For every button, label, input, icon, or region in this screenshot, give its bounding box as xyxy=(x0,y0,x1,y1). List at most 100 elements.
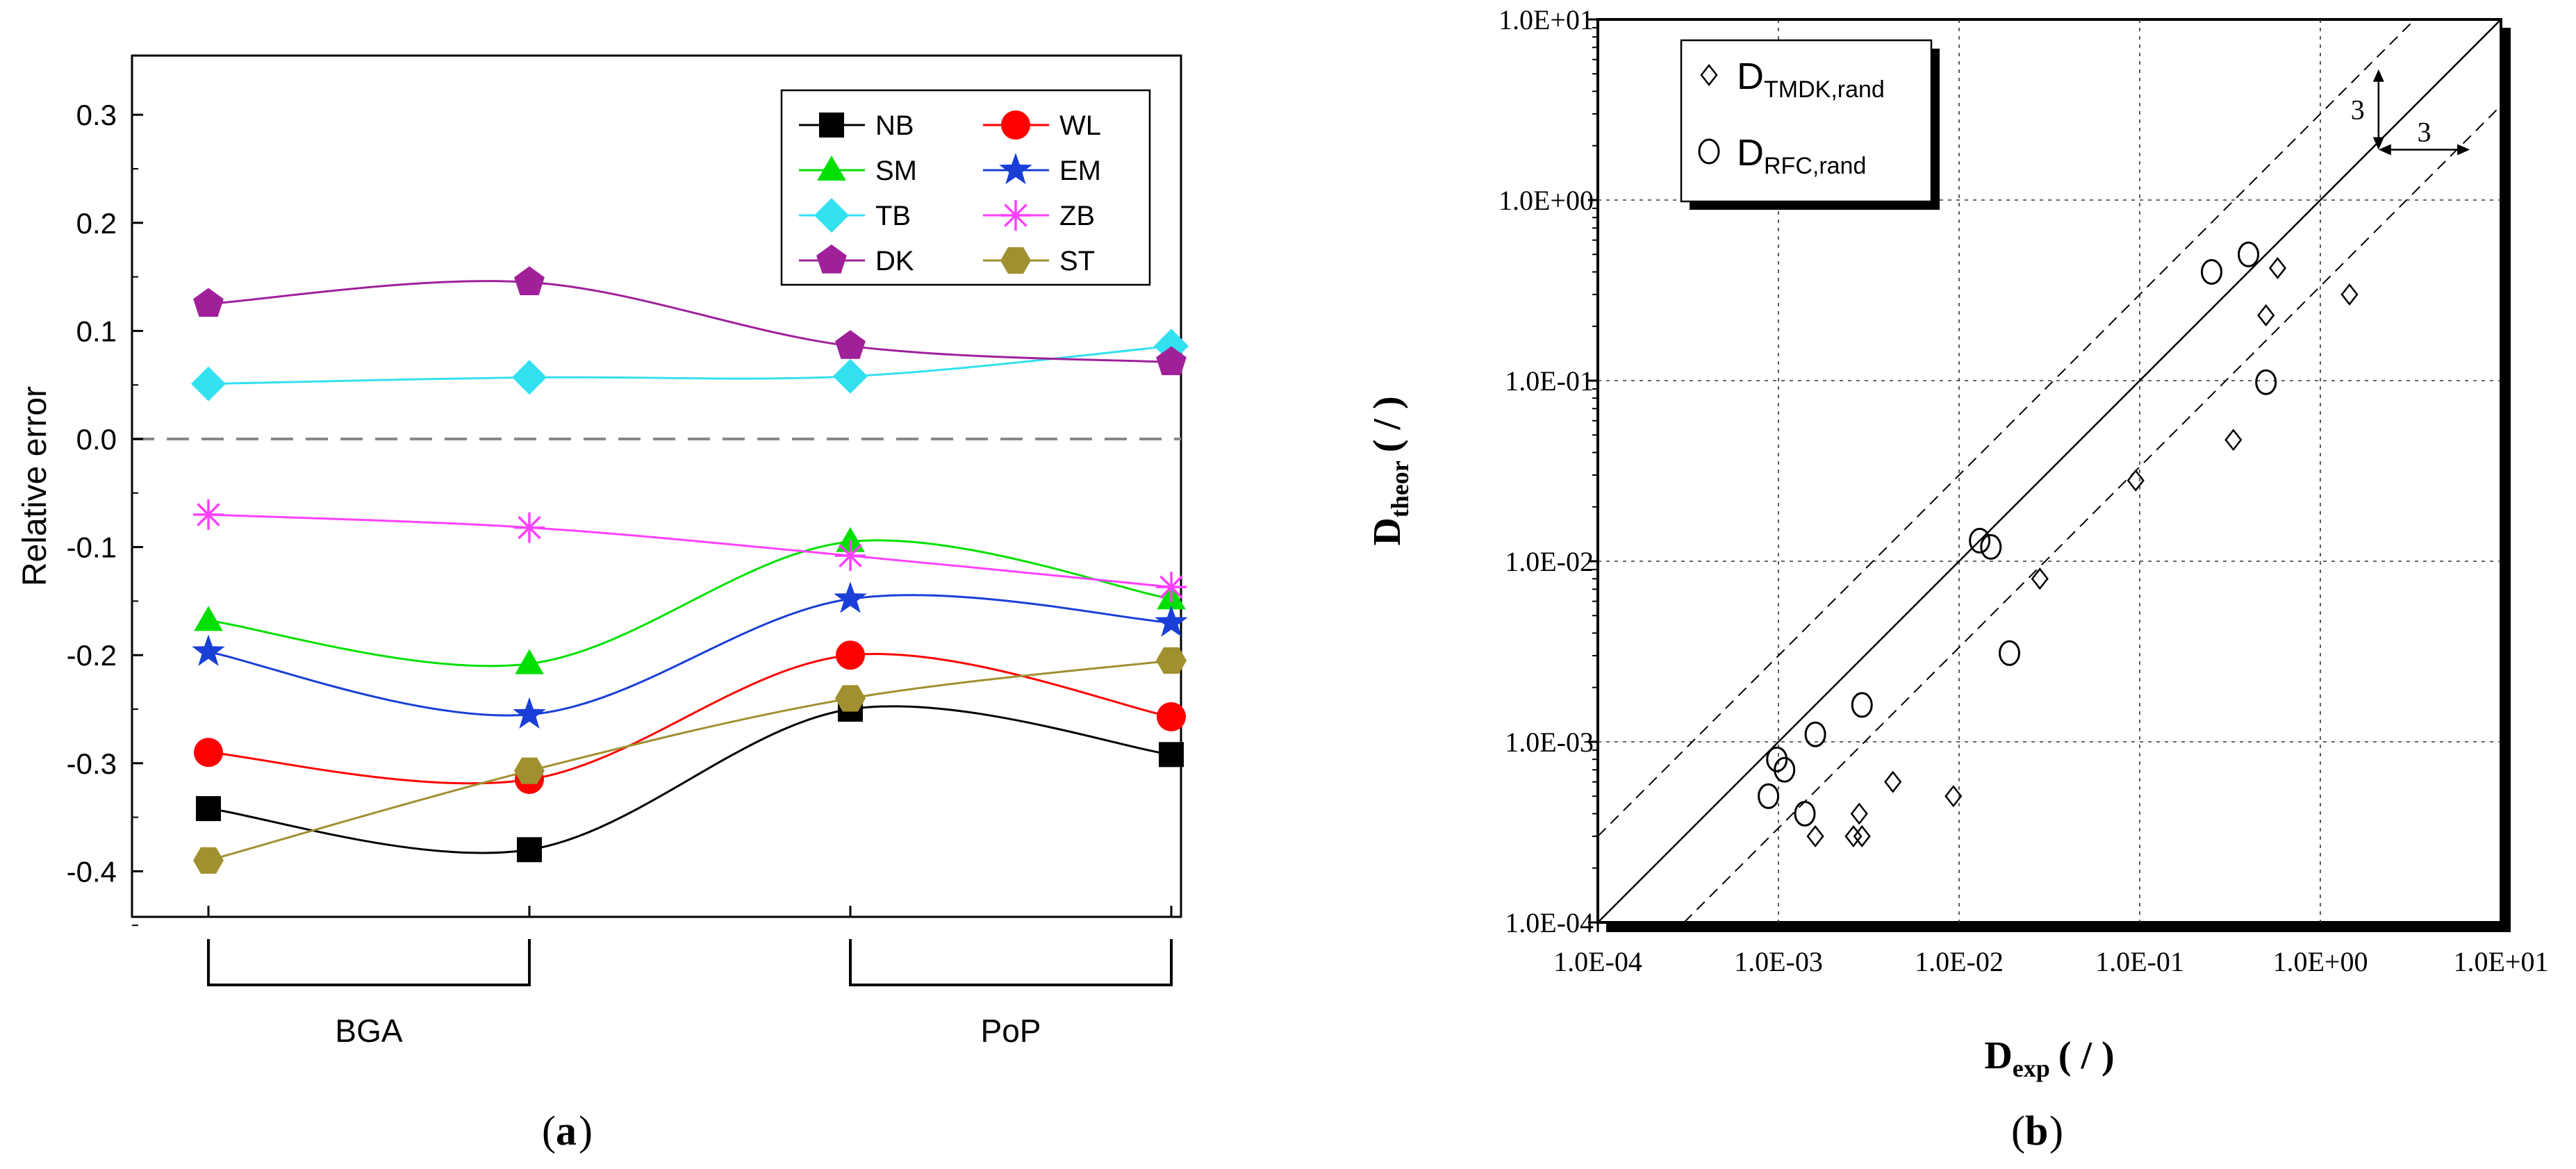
panel-b-chart: 1.0E-04 1.0E-04 1.0E-03 1.0E-03 1.0E-02 1.0E-… xyxy=(1366,4,2549,1154)
point-rfc-rand xyxy=(2255,369,2277,395)
legend-label-zb: ZB xyxy=(1059,201,1095,231)
series-line-st xyxy=(208,659,1172,862)
point-dk xyxy=(514,266,545,295)
y-tick-label: 1.0E-03 xyxy=(1505,727,1594,758)
x-tick-label: 1.0E-04 xyxy=(1553,946,1642,977)
series-line-nb xyxy=(208,705,1172,854)
point-tmdk-rand xyxy=(1945,785,1963,808)
legend-marker-sm xyxy=(817,156,846,181)
legend-label-tb: TB xyxy=(875,201,911,231)
point-tmdk-rand xyxy=(2031,567,2049,590)
x-tick-label: 1.0E+00 xyxy=(2273,946,2368,977)
reference-line-solid xyxy=(1597,19,2502,923)
legend-marker-em xyxy=(999,153,1032,185)
point-sm xyxy=(836,527,865,552)
legend-marker-st xyxy=(1000,247,1031,274)
group-label: PoP xyxy=(981,1013,1041,1049)
point-rfc-rand xyxy=(1851,692,1873,718)
point-zb xyxy=(193,499,224,530)
legend-label-wl: WL xyxy=(1059,110,1101,141)
x-tick-label: 1.0E+01 xyxy=(2454,946,2549,977)
series-line-sm xyxy=(208,539,1172,668)
point-st xyxy=(1156,647,1187,674)
point-nb xyxy=(1159,742,1184,768)
point-st xyxy=(835,685,866,712)
legend-marker-tb xyxy=(814,198,849,233)
legend-marker-diamond xyxy=(1700,63,1718,87)
point-rfc-rand xyxy=(1794,800,1816,827)
panel-b-caption-letter: b xyxy=(2025,1108,2048,1154)
point-sm xyxy=(194,606,223,631)
panel-b-caption-open: ( xyxy=(2011,1108,2025,1154)
y-tick-label: 1.0E+01 xyxy=(1498,4,1594,35)
y-tick-label: -0.1 xyxy=(67,531,117,564)
point-st xyxy=(514,757,545,784)
point-tmdk-rand xyxy=(1884,770,1902,793)
point-wl xyxy=(1157,702,1186,731)
reference-line-dashed xyxy=(1597,19,2416,837)
panel-b-reference-lines xyxy=(1597,19,2502,923)
point-tb xyxy=(512,360,547,395)
panel-b-legend: DTMDK,rand DRFC,rand xyxy=(1680,39,1940,210)
legend-label-nb: NB xyxy=(875,110,914,141)
point-em xyxy=(513,697,546,729)
panel-a-series-markers xyxy=(191,266,1189,874)
point-sm xyxy=(515,649,544,674)
point-st xyxy=(193,847,224,874)
legend-label: DTMDK,rand xyxy=(1737,56,1885,103)
panel-a-y-axis: -0.4 -0.3 -0.2 -0.1 0.0 0.1 0.2 0.3 xyxy=(67,99,143,927)
series-line-wl xyxy=(208,653,1172,785)
group-label: BGA xyxy=(335,1013,402,1049)
y-tick-label: -0.2 xyxy=(67,639,117,672)
point-zb xyxy=(835,540,866,572)
panel-b-x-axis-label: Dexp( / ) xyxy=(1984,1034,2114,1082)
legend-label-st: ST xyxy=(1059,246,1095,276)
point-zb xyxy=(514,512,545,543)
y-tick-label: -0.4 xyxy=(67,855,117,888)
point-wl xyxy=(194,738,223,768)
point-wl xyxy=(836,640,865,670)
point-rfc-rand xyxy=(2200,258,2222,285)
reference-line-dashed xyxy=(1683,105,2502,923)
legend-label: DRFC,rand xyxy=(1737,132,1866,179)
point-dk xyxy=(835,330,866,359)
x-tick-label: 1.0E-01 xyxy=(2095,946,2184,977)
point-rfc-rand xyxy=(1998,640,2020,666)
group-bracket xyxy=(207,939,531,986)
x-tick-label: 1.0E-02 xyxy=(1915,946,2004,977)
point-rfc-rand xyxy=(1969,527,1991,554)
panel-b-legend-box xyxy=(1680,39,1933,203)
point-rfc-rand xyxy=(1804,721,1826,747)
panel-a-caption-close: ) xyxy=(579,1108,593,1154)
point-tb xyxy=(191,366,226,401)
point-tmdk-rand xyxy=(2224,429,2243,451)
panel-a-legend: NB WL SM EM TB ZB DK ST xyxy=(780,89,1151,286)
point-tmdk-rand xyxy=(1853,824,1871,847)
panel-b-factor-annotations: 33 xyxy=(2351,69,2470,156)
y-tick-label: 0.0 xyxy=(76,423,117,456)
point-em xyxy=(834,581,867,613)
series-line-em xyxy=(208,594,1172,717)
arrow-head xyxy=(2372,137,2384,150)
y-tick-label: 1.0E-01 xyxy=(1505,365,1594,397)
arrow-head xyxy=(2378,144,2391,156)
point-tmdk-rand xyxy=(1850,802,1868,825)
panel-a-chart: -0.4 -0.3 -0.2 -0.1 0.0 0.1 0.2 0.3 BGA PoP Rela… xyxy=(17,54,1189,1154)
point-em xyxy=(1155,605,1188,637)
series-line-dk xyxy=(208,280,1172,364)
panel-a-caption-open: ( xyxy=(542,1108,556,1154)
series-line-zb xyxy=(208,513,1172,588)
legend-label-em: EM xyxy=(1059,156,1101,186)
y-tick-label: 0.2 xyxy=(76,207,117,240)
point-tmdk-rand xyxy=(2268,256,2287,279)
legend-label-sm: SM xyxy=(875,156,917,186)
point-nb xyxy=(196,796,221,822)
y-tick-label: 0.1 xyxy=(76,315,117,347)
point-tmdk-rand xyxy=(2127,469,2145,492)
horizontal-annotation-label: 3 xyxy=(2417,117,2431,148)
panel-a-y-axis-label: Relative error xyxy=(17,386,53,586)
point-tmdk-rand xyxy=(1844,824,1863,847)
legend-marker-wl xyxy=(1001,110,1030,140)
y-tick-label: -0.3 xyxy=(67,747,117,780)
